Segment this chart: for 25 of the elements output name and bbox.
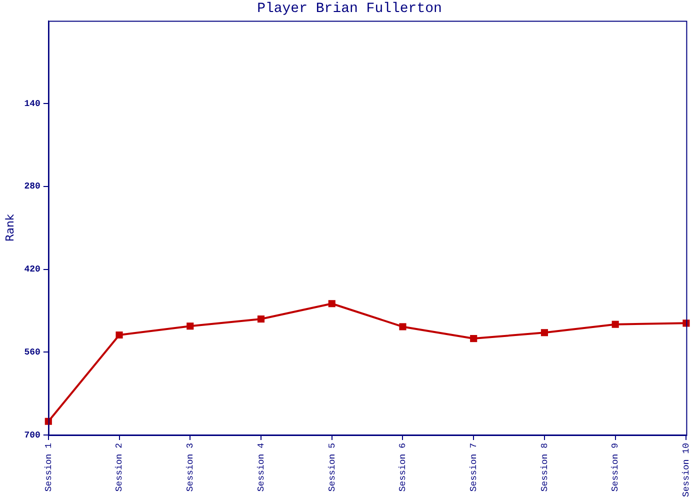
point (328, 300, 336, 308)
chart-title: Player Brian Fullerton (257, 1, 442, 18)
y-axis-title: Rank (3, 214, 16, 242)
y-tick-label: 700 (24, 430, 40, 440)
x-tick-label: Session 4 (256, 442, 266, 492)
y-tick-label: 140 (24, 98, 40, 109)
x-tick-label: Session 10 (682, 442, 692, 498)
x-tick-label: Session 5 (327, 442, 338, 492)
point (399, 323, 406, 330)
y-tick-label: 560 (24, 347, 40, 358)
point (116, 331, 123, 339)
y-tick-label: 280 (24, 182, 40, 192)
point (257, 315, 265, 323)
y-tick-label: 420 (24, 264, 40, 275)
x-tick-label: Session 6 (398, 442, 408, 492)
x-tick-label: Session 2 (114, 442, 125, 492)
x-tick-label: Session 1 (44, 442, 54, 492)
x-tick-label: Session 8 (540, 442, 550, 492)
point (470, 335, 478, 342)
point (540, 329, 548, 336)
point (612, 320, 619, 328)
point (186, 322, 194, 330)
x-tick-label: Session 3 (186, 442, 196, 492)
x-tick-label: Session 9 (610, 442, 621, 492)
x-tick-label: Session 7 (468, 442, 479, 492)
